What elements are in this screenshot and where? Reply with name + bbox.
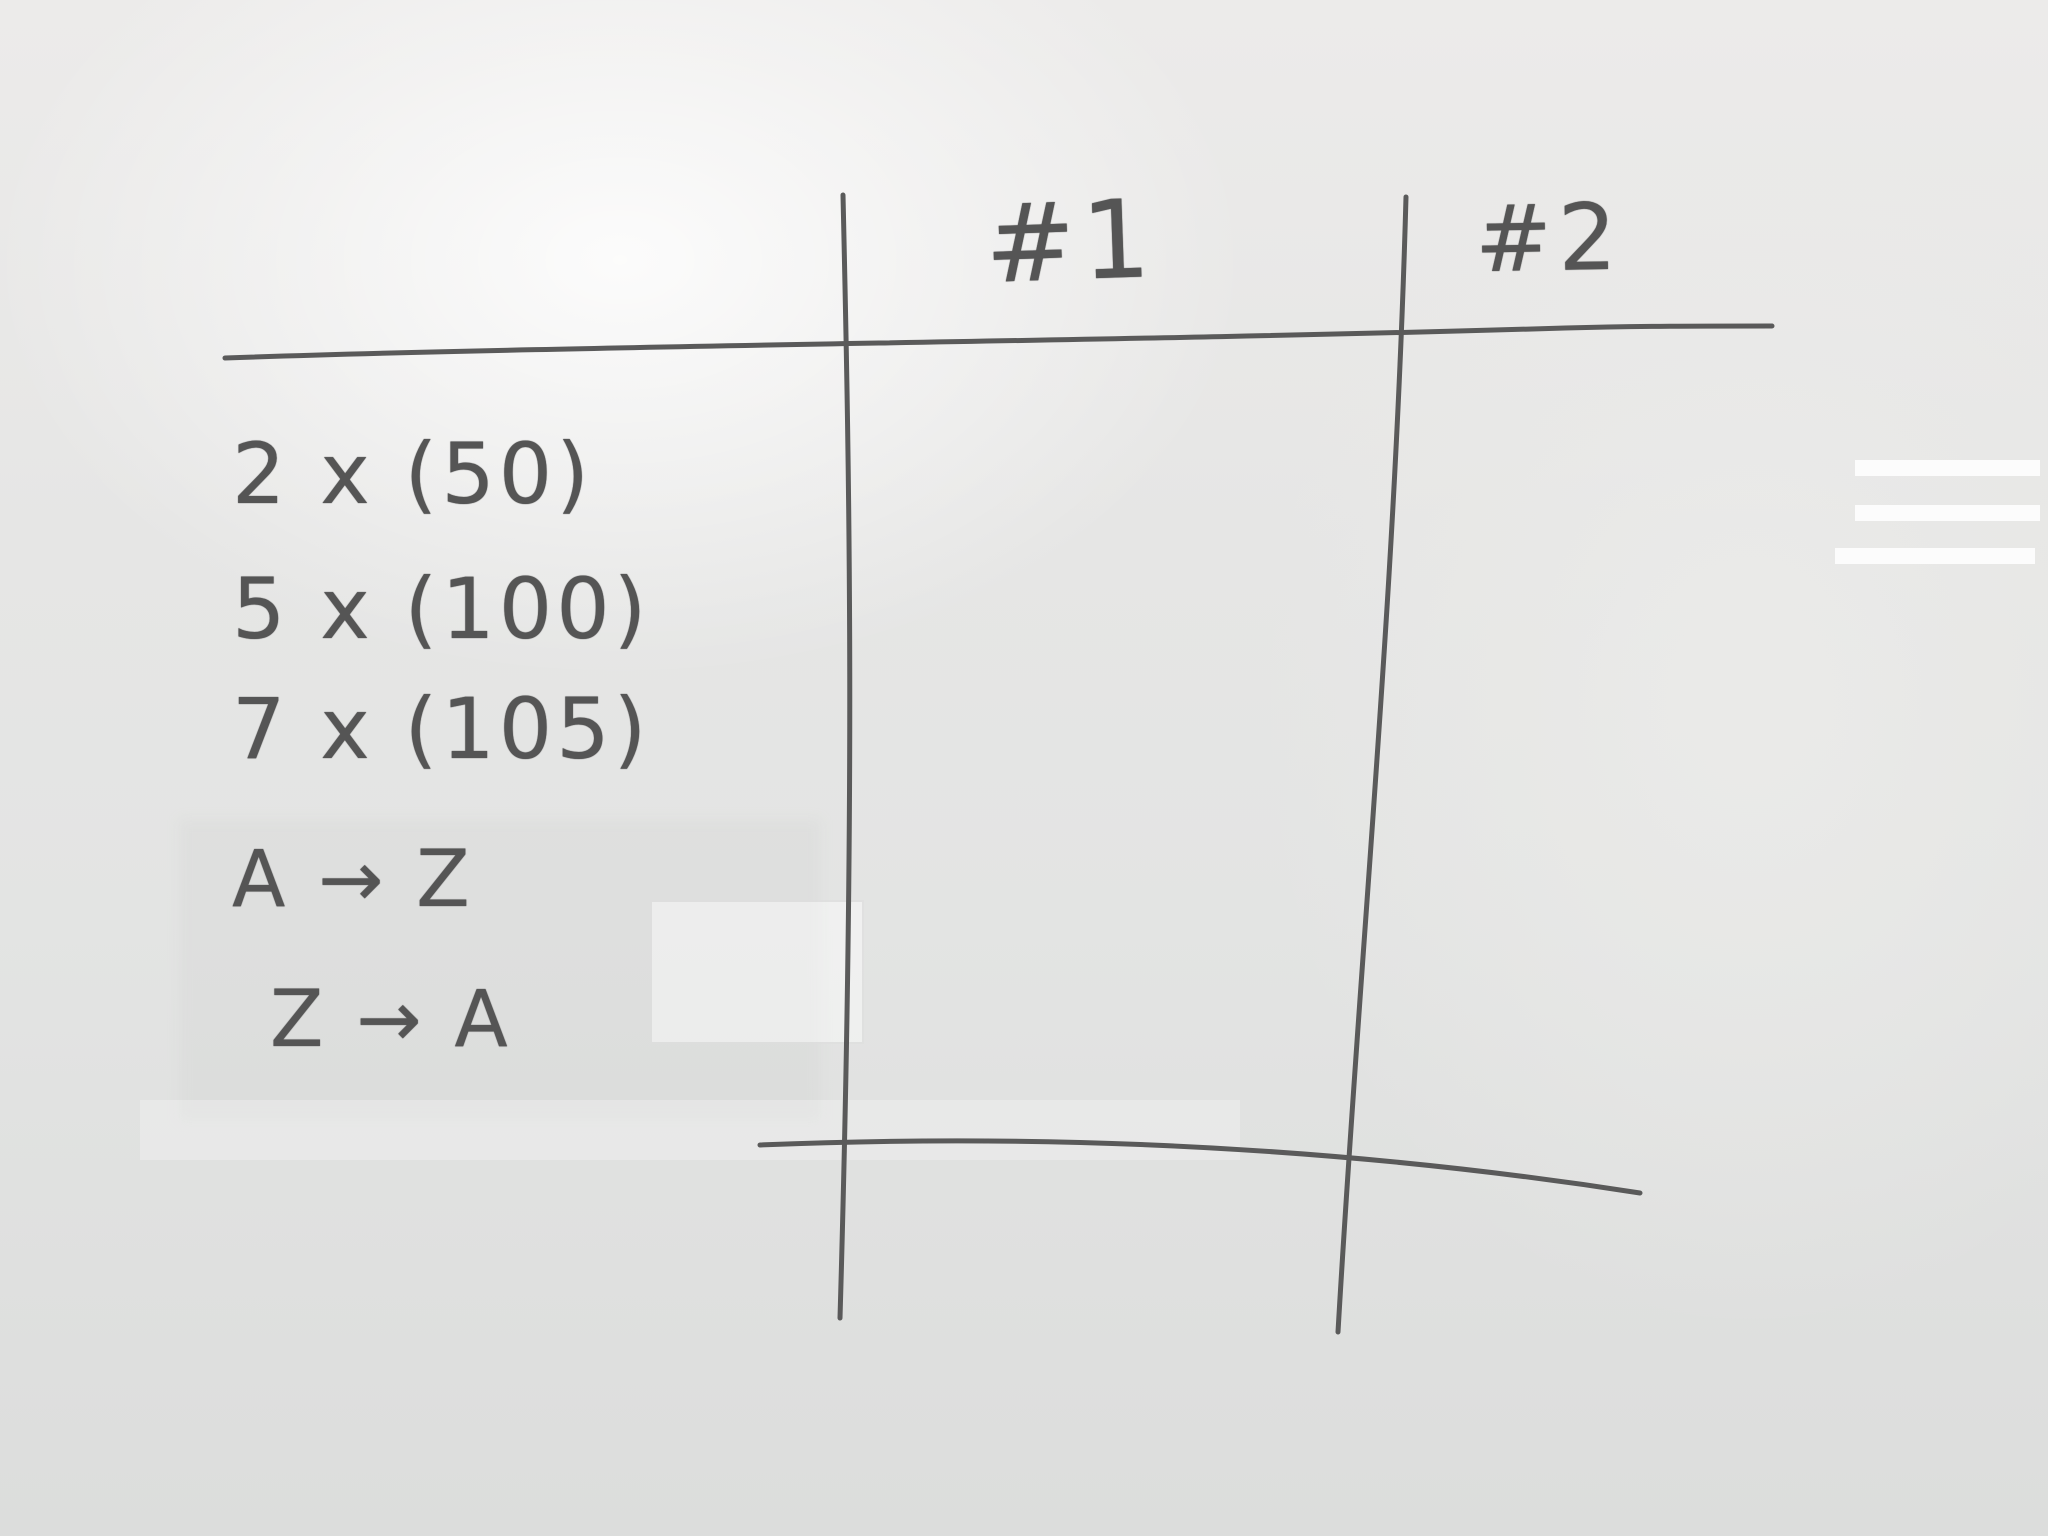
- header-divider-line: [222, 323, 1775, 361]
- desk-reflection: [140, 1100, 1240, 1160]
- column-header-1: #1: [982, 177, 1159, 308]
- column-divider-2: [1335, 194, 1409, 1335]
- bottom-line: [757, 1138, 1643, 1196]
- row-label-4: A → Z: [232, 835, 474, 925]
- row-label-1: 2 x (50): [232, 425, 593, 523]
- column-header-2: #2: [1474, 183, 1624, 294]
- row-label-2: 5 x (100): [232, 560, 651, 658]
- column-divider-1: [837, 192, 853, 1321]
- window-blind-reflection: [1855, 460, 2040, 476]
- row-label-3: 7 x (105): [232, 680, 651, 778]
- window-blind-reflection: [1835, 548, 2035, 564]
- window-blind-reflection: [1855, 505, 2040, 521]
- background-reflection: [180, 820, 820, 1120]
- monitor-reflection: [650, 900, 864, 1044]
- row-label-5: Z → A: [270, 975, 512, 1065]
